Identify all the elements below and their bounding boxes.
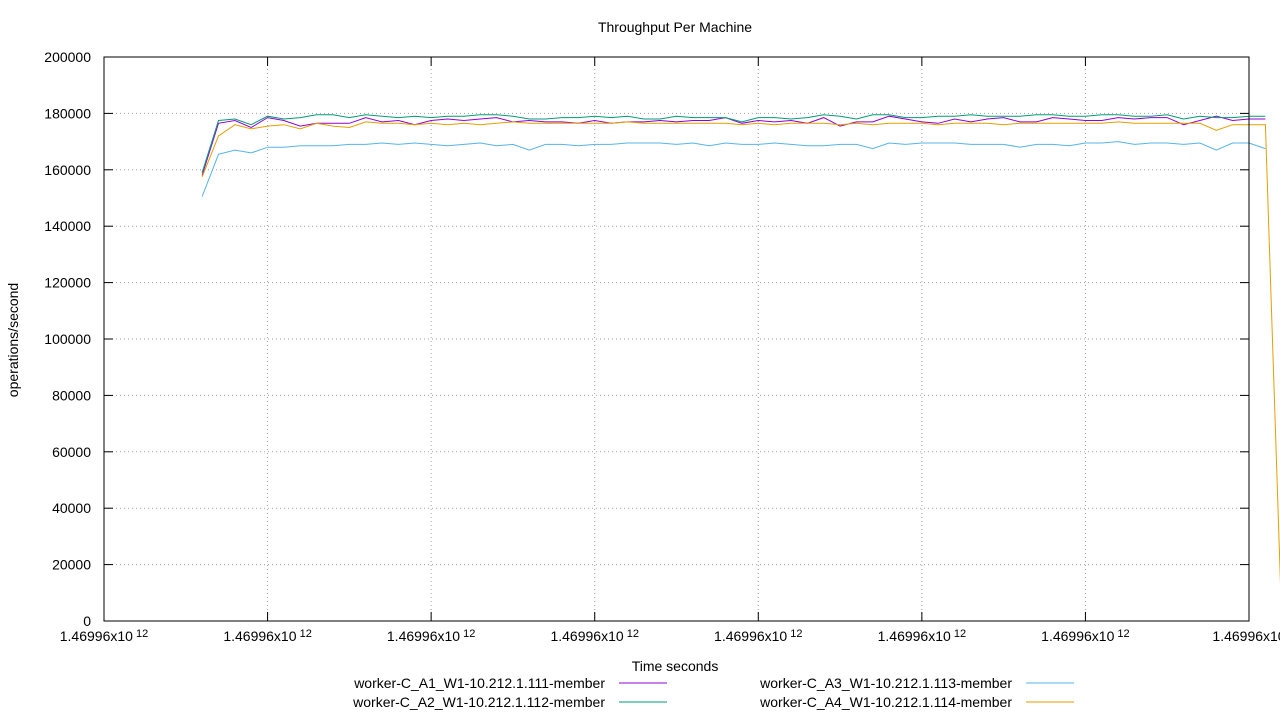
x-axis-ticks: 1.46996x10 12 1.46996x10 12 1.46996x10 12 1… <box>60 57 1280 644</box>
x-tick-label: 1.46996x10 12 <box>387 628 475 644</box>
y-tick-label: 140000 <box>44 218 91 234</box>
y-tick-label: 60000 <box>52 444 91 460</box>
y-axis-ticks: 0 20000 40000 60000 80000 100000 120000 140000 1… <box>44 49 1249 629</box>
x-tick-label: 1.46996x10 <box>1212 628 1280 644</box>
y-tick-label: 200000 <box>44 49 91 65</box>
y-tick-label: 160000 <box>44 162 91 178</box>
x-tick-label: 1.46996x10 12 <box>878 628 966 644</box>
x-tick-label: 1.46996x10 12 <box>223 628 311 644</box>
legend-label: worker-C_A4_W1-10.212.1.114-member <box>759 694 1012 710</box>
x-axis-label: Time seconds <box>632 658 719 674</box>
series-line-4 <box>201 121 1280 585</box>
y-tick-label: 20000 <box>52 557 91 573</box>
legend-label: worker-C_A2_W1-10.212.1.112-member <box>352 694 605 710</box>
y-tick-label: 120000 <box>44 275 91 291</box>
legend: worker-C_A1_W1-10.212.1.111-memberworker… <box>352 675 1074 710</box>
series-line-1 <box>201 115 1266 176</box>
y-tick-label: 40000 <box>52 500 91 516</box>
y-tick-label: 0 <box>83 613 91 629</box>
y-tick-label: 100000 <box>44 331 91 347</box>
x-tick-label: 1.46996x10 12 <box>550 628 638 644</box>
grid-lines <box>104 57 1249 621</box>
series-line-3 <box>201 141 1266 197</box>
legend-label: worker-C_A1_W1-10.212.1.111-member <box>353 675 605 691</box>
series-lines <box>201 114 1280 585</box>
chart-title: Throughput Per Machine <box>598 19 752 35</box>
y-axis-label: operations/second <box>5 283 21 397</box>
legend-label: worker-C_A3_W1-10.212.1.113-member <box>759 675 1012 691</box>
y-tick-label: 180000 <box>44 105 91 121</box>
x-tick-label: 1.46996x10 12 <box>714 628 802 644</box>
y-tick-label: 80000 <box>52 387 91 403</box>
series-line-2 <box>201 114 1266 173</box>
x-tick-label: 1.46996x10 12 <box>60 628 148 644</box>
x-tick-label: 1.46996x10 12 <box>1041 628 1129 644</box>
plot-frame <box>103 56 1250 622</box>
